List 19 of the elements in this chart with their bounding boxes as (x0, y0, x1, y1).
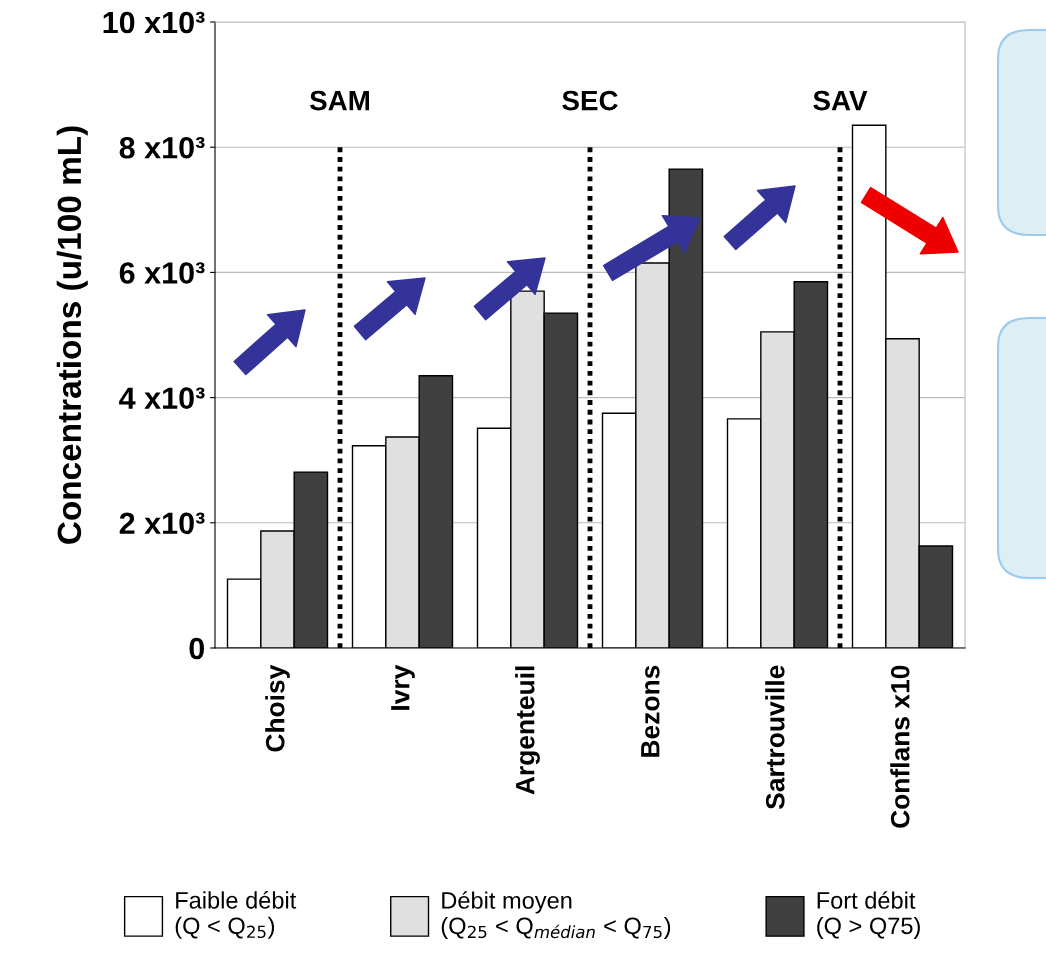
legend-label: Faible débit (Q < Q$_{25}$) (175, 891, 297, 939)
x-tick-label: Conflans x10 (890, 665, 910, 828)
x-tick-label: Choisy (265, 664, 290, 752)
x-tick-label: Ivry (391, 664, 415, 710)
y-tick-label: 0 (189, 637, 205, 660)
x-tick-label: Bezons (641, 665, 660, 757)
annotation: SAM (309, 90, 369, 111)
x-tick-label: Argenteuil (515, 666, 540, 795)
legend-label: Débit moyen (Q$_{25}$ < Q$_{médian}$ < Q$_{75}$) (441, 891, 671, 939)
y-axis-title: Concentrations (u/100 mL) (56, 126, 88, 544)
x-tick-label: Sartrouville (765, 665, 785, 810)
legend-label: Fort débit (Q > Q75) (817, 891, 920, 939)
y-tick-label: 4 x10³ (119, 387, 205, 409)
y-tick-label: 6 x10³ (119, 262, 205, 284)
y-tick-label: 8 x10³ (119, 136, 205, 159)
annotation: SEC (562, 90, 618, 111)
y-tick-label: 10 x10³ (103, 11, 205, 34)
annotation: SAV (813, 90, 868, 111)
y-tick-label: 2 x10³ (119, 512, 205, 535)
